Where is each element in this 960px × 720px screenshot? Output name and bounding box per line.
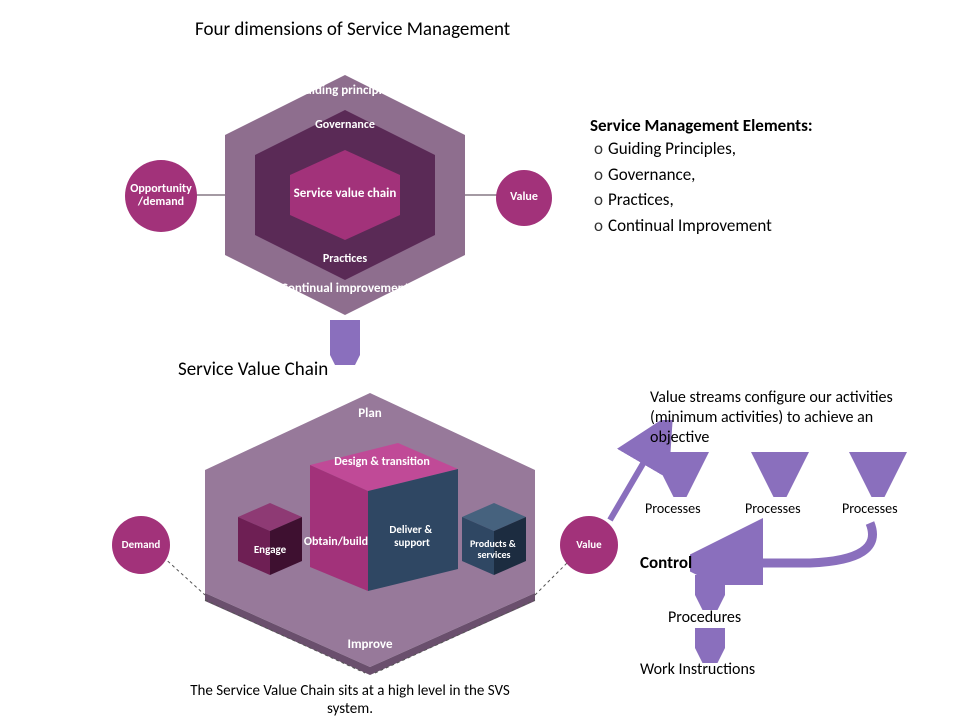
circle-demand: Demand <box>112 516 170 574</box>
circle-demand-label: Demand <box>122 539 161 551</box>
svc-caption: The Service Value Chain sits at a high l… <box>180 682 520 718</box>
cube-main: Design & transition Obtain/build Deliver… <box>304 443 458 591</box>
label-continual-improvement: Continual improvement <box>275 282 415 296</box>
circle-value-top-label: Value <box>510 191 538 204</box>
elements-list: Service Management Elements: oGuiding Pr… <box>590 115 920 238</box>
svg-text:Plan: Plan <box>358 406 382 421</box>
circle-value-top: Value <box>496 170 552 226</box>
arrows-to-processes <box>650 452 940 497</box>
cube-products: Products & services <box>462 503 526 575</box>
arrow-procedures-to-work <box>695 628 725 663</box>
procedures-label: Procedures <box>668 608 741 628</box>
work-instructions-label: Work Instructions <box>640 660 755 680</box>
arrow-control-to-procedures <box>695 575 725 610</box>
svg-text:Obtain/build: Obtain/build <box>304 535 368 549</box>
svg-text:Design & transition: Design & transition <box>334 455 430 469</box>
elements-item-1: oGovernance, <box>594 162 920 188</box>
label-guiding-principles: Guiding principles <box>275 83 415 98</box>
svg-text:Engage: Engage <box>254 543 287 556</box>
arrow-down-between <box>330 320 360 365</box>
elements-item-2: oPractices, <box>594 187 920 213</box>
svc-diagram-clean: Plan Improve Engage Design & transition … <box>110 375 610 675</box>
cube-engage: Engage <box>238 503 302 575</box>
elements-item-0: oGuiding Principles, <box>594 136 920 162</box>
elements-heading: Service Management Elements <box>590 115 808 136</box>
svg-text:Deliver & support: Deliver & support <box>389 523 434 549</box>
circle-opportunity-demand: Opportunity /demand <box>125 160 197 232</box>
circle-value-bottom-label: Value <box>576 539 601 551</box>
value-streams-text: Value streams configure our activities (… <box>650 388 930 448</box>
label-practices: Practices <box>295 252 395 266</box>
elements-item-3: oContinual Improvement <box>594 213 920 239</box>
svg-text:Improve: Improve <box>347 637 392 652</box>
title-four-dimensions: Four dimensions of Service Management <box>195 18 510 41</box>
control-label: Control <box>640 552 692 573</box>
label-svc-center: Service value chain <box>280 186 410 201</box>
circle-opportunity-demand-label: Opportunity /demand <box>125 183 197 209</box>
label-governance: Governance <box>285 118 405 132</box>
